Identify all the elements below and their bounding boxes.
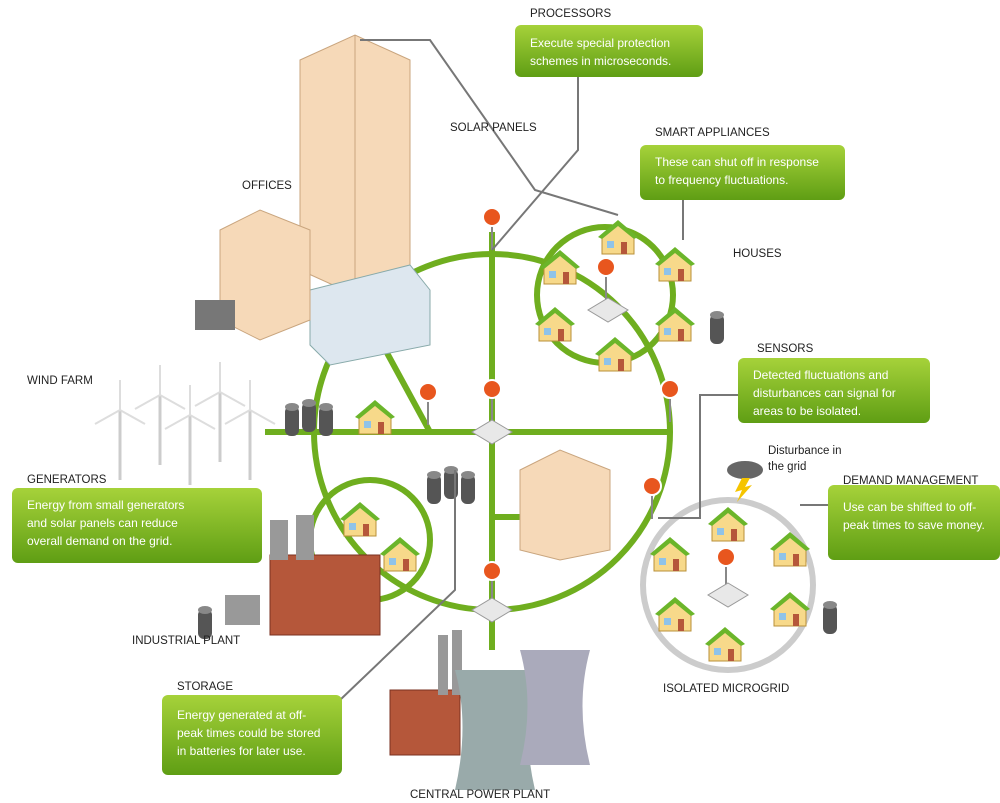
office-tower — [195, 34, 611, 561]
callout-box — [515, 25, 703, 77]
callout-text: in batteries for later use. — [177, 744, 306, 758]
callout-title: SMART APPLIANCES — [655, 127, 770, 139]
callout-title: STORAGE — [177, 681, 233, 693]
callout-text: Detected fluctuations and — [753, 368, 888, 382]
label: WIND FARM — [27, 375, 93, 387]
callout-text: and solar panels can reduce — [27, 516, 178, 530]
central-power-plant — [389, 630, 590, 790]
callout-text: Energy generated at off- — [177, 708, 306, 722]
industrial-plant — [225, 515, 381, 636]
callout-title: GENERATORS — [27, 474, 107, 486]
wind-farm — [93, 360, 277, 487]
label: OFFICES — [242, 180, 292, 192]
callouts — [12, 25, 1000, 775]
callout-text: Use can be shifted to off- — [843, 500, 976, 514]
callout-text: peak times to save money. — [843, 518, 985, 532]
texts: PROCESSORS Execute special protection sche… — [27, 8, 985, 758]
callout-text: These can shut off in response — [655, 155, 819, 169]
callout-text: Energy from small generators — [27, 498, 184, 512]
label: SOLAR PANELS — [450, 122, 537, 134]
storm-cloud — [727, 461, 763, 502]
label: HOUSES — [733, 248, 782, 260]
label: INDUSTRIAL PLANT — [132, 635, 240, 647]
connectors — [339, 39, 828, 701]
callout-text: to frequency fluctuations. — [655, 173, 788, 187]
callout-title: PROCESSORS — [530, 8, 611, 20]
callout-box — [828, 485, 1000, 560]
label: the grid — [768, 461, 806, 473]
callout-title: SENSORS — [757, 343, 814, 355]
callout-text: schemes in microseconds. — [530, 54, 671, 68]
callout-text: Execute special protection — [530, 36, 670, 50]
callout-box — [640, 145, 845, 200]
callout-text: areas to be isolated. — [753, 404, 861, 418]
label: ISOLATED MICROGRID — [663, 683, 789, 695]
label: Disturbance in — [768, 445, 842, 457]
callout-text: peak times could be stored — [177, 726, 320, 740]
callout-text: disturbances can signal for — [753, 386, 896, 400]
callout-text: overall demand on the grid. — [27, 534, 172, 548]
callout-title: DEMAND MANAGEMENT — [843, 475, 978, 487]
callout-box — [162, 695, 342, 775]
label: CENTRAL POWER PLANT — [410, 789, 550, 801]
callout-box — [12, 488, 262, 563]
sensors — [418, 207, 749, 623]
callout-box — [738, 358, 930, 423]
